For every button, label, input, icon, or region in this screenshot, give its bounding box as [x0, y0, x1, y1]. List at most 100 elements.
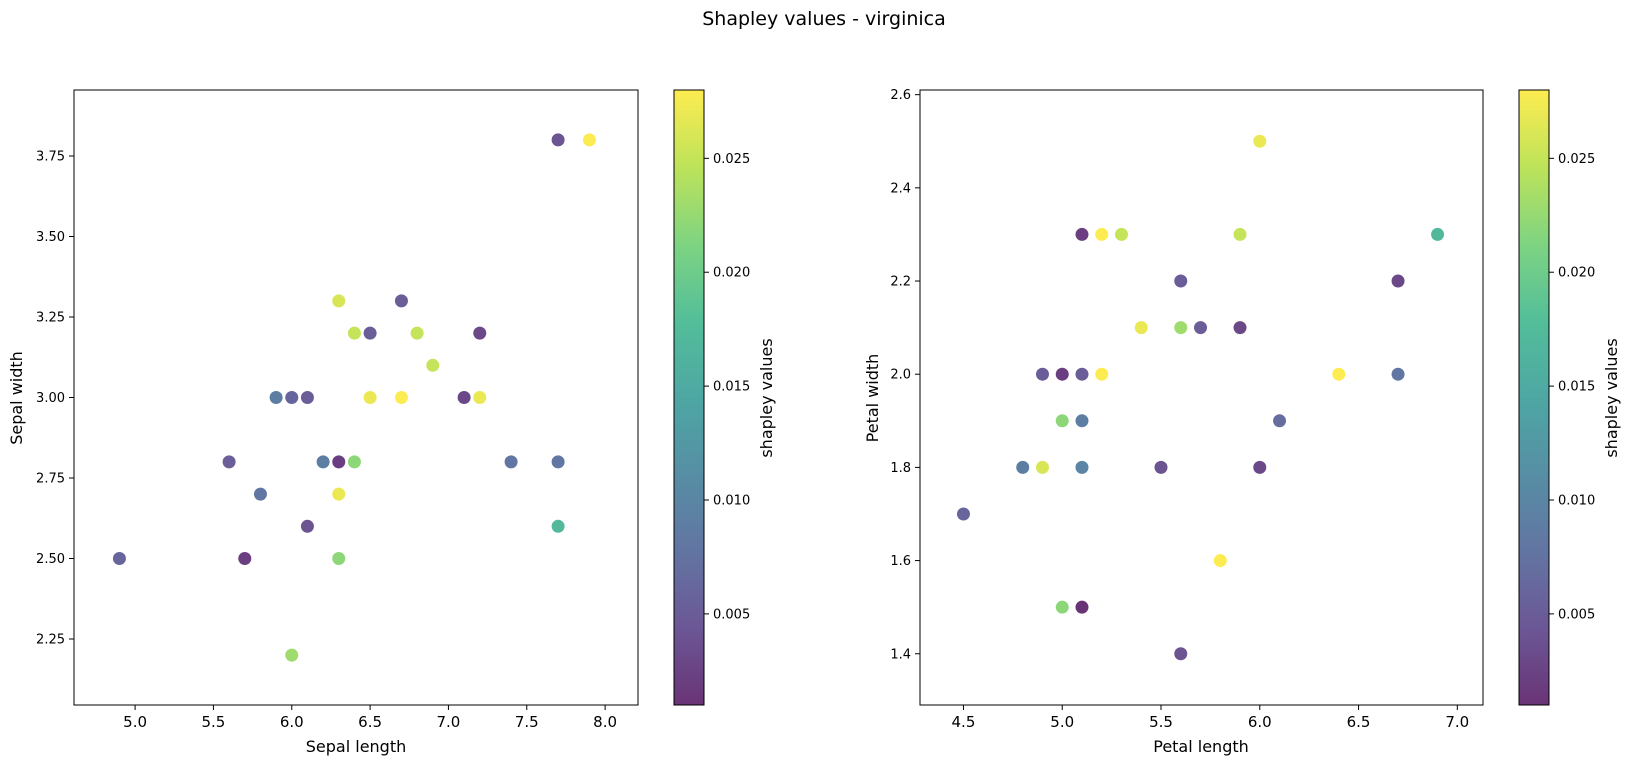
- petal-colorbar-tick-label: 0.010: [1558, 494, 1595, 509]
- sepal-y-tick-label: 3.25: [36, 311, 65, 326]
- petal-data-point: [956, 507, 970, 521]
- petal-data-point: [1194, 321, 1208, 335]
- sepal-data-point: [347, 455, 361, 469]
- petal-y-tick-label: 1.6: [890, 554, 911, 569]
- sepal-data-point: [394, 294, 408, 308]
- petal-data-point: [1391, 367, 1405, 381]
- sepal-y-tick-label: 3.00: [36, 391, 65, 406]
- sepal-points-layer: [112, 133, 596, 662]
- petal-x-tick-label: 5.0: [1050, 713, 1074, 731]
- petal-data-point: [1035, 460, 1049, 474]
- sepal-x-axis-label: Sepal length: [306, 737, 407, 756]
- sepal-data-point: [551, 455, 565, 469]
- sepal-plot-frame: [73, 89, 639, 706]
- sepal-data-point: [551, 133, 565, 147]
- petal-data-point: [1273, 414, 1287, 428]
- sepal-data-point: [410, 326, 424, 340]
- petal-data-point: [1035, 367, 1049, 381]
- petal-y-ticks: 1.4 1.6 1.8 2.0 2.2 2.4 2.6: [890, 88, 920, 662]
- sepal-data-point: [300, 519, 314, 533]
- sepal-data-point: [473, 326, 487, 340]
- petal-y-tick-label: 2.2: [890, 275, 911, 290]
- sepal-colorbar-tick-label: 0.020: [713, 266, 750, 281]
- petal-colorbar-tick-label: 0.020: [1558, 266, 1595, 281]
- sepal-y-tick-label: 2.50: [36, 552, 65, 567]
- petal-colorbar-tick-label: 0.015: [1558, 380, 1595, 395]
- petal-plot-frame: [919, 89, 1484, 706]
- sepal-data-point: [426, 358, 440, 372]
- sepal-data-point: [394, 391, 408, 404]
- sepal-data-point: [582, 133, 596, 147]
- petal-colorbar-ticks: 0.005 0.010 0.015 0.020 0.025: [1549, 152, 1595, 622]
- sepal-y-tick-label: 3.50: [36, 230, 65, 245]
- sepal-colorbar-label: shapley values: [757, 338, 776, 457]
- petal-data-point: [1055, 414, 1069, 428]
- sepal-x-tick-label: 6.5: [358, 713, 382, 731]
- petal-data-point: [1233, 321, 1247, 335]
- petal-data-point: [1055, 600, 1069, 614]
- sepal-data-point: [332, 551, 346, 565]
- petal-data-point: [1075, 367, 1089, 381]
- petal-data-point: [1154, 460, 1168, 474]
- petal-colorbar: [1518, 89, 1550, 706]
- sepal-x-tick-label: 7.0: [437, 713, 461, 731]
- sepal-colorbar-tick-label: 0.010: [713, 494, 750, 509]
- sepal-data-point: [332, 487, 346, 501]
- sepal-x-tick-label: 5.0: [123, 713, 147, 731]
- sepal-scatter-panel: 5.0 5.5 6.0 6.5 7.0 7.5 8.0 2.25 2.50 2.75 3.00 3.…: [7, 89, 776, 756]
- sepal-data-point: [332, 455, 346, 469]
- sepal-data-point: [316, 455, 330, 469]
- sepal-colorbar: [673, 89, 705, 706]
- petal-data-point: [1253, 460, 1267, 474]
- sepal-data-point: [457, 391, 471, 404]
- sepal-data-point: [363, 391, 377, 404]
- petal-data-point: [1095, 227, 1109, 241]
- sepal-x-tick-label: 7.5: [515, 713, 539, 731]
- petal-colorbar-label: shapley values: [1602, 338, 1621, 457]
- sepal-y-tick-label: 2.25: [36, 632, 65, 647]
- sepal-x-tick-label: 8.0: [593, 713, 617, 731]
- sepal-y-tick-label: 2.75: [36, 471, 65, 486]
- figure-title: Shapley values - virginica: [702, 8, 946, 30]
- petal-data-point: [1391, 274, 1405, 288]
- sepal-data-point: [285, 648, 299, 662]
- sepal-data-point: [112, 551, 126, 565]
- sepal-colorbar-tick-label: 0.005: [713, 607, 750, 622]
- petal-x-tick-label: 6.5: [1347, 713, 1371, 731]
- petal-colorbar-tick-label: 0.025: [1558, 152, 1595, 167]
- sepal-y-tick-label: 3.75: [36, 150, 65, 165]
- petal-y-tick-label: 2.6: [890, 88, 911, 103]
- petal-x-tick-label: 5.5: [1149, 713, 1173, 731]
- sepal-x-tick-label: 5.5: [202, 713, 226, 731]
- sepal-data-point: [504, 455, 518, 469]
- sepal-y-axis-label: Sepal width: [7, 351, 26, 445]
- petal-y-tick-label: 1.8: [890, 461, 911, 476]
- petal-x-axis-label: Petal length: [1153, 737, 1249, 756]
- sepal-data-point: [551, 519, 565, 533]
- petal-y-tick-label: 2.0: [890, 368, 911, 383]
- petal-data-point: [1174, 647, 1188, 661]
- petal-points-layer: [956, 134, 1445, 661]
- petal-x-tick-label: 4.5: [952, 713, 976, 731]
- sepal-data-point: [363, 326, 377, 340]
- petal-data-point: [1174, 321, 1188, 335]
- petal-data-point: [1095, 367, 1109, 381]
- sepal-data-point: [332, 294, 346, 308]
- petal-data-point: [1253, 134, 1267, 148]
- petal-x-tick-label: 6.0: [1248, 713, 1272, 731]
- sepal-data-point: [347, 326, 361, 340]
- petal-data-point: [1233, 227, 1247, 241]
- sepal-data-point: [285, 391, 299, 404]
- petal-data-point: [1332, 367, 1346, 381]
- petal-x-ticks: 4.5 5.0 5.5 6.0 6.5 7.0: [952, 705, 1469, 731]
- petal-data-point: [1114, 227, 1128, 241]
- petal-data-point: [1075, 600, 1089, 614]
- petal-data-point: [1213, 554, 1227, 568]
- petal-y-tick-label: 2.4: [890, 181, 911, 196]
- petal-data-point: [1075, 414, 1089, 428]
- petal-y-axis-label: Petal width: [863, 354, 882, 443]
- sepal-colorbar-ticks: 0.005 0.010 0.015 0.020 0.025: [704, 152, 750, 622]
- petal-data-point: [1431, 227, 1445, 241]
- petal-y-tick-label: 1.4: [890, 647, 911, 662]
